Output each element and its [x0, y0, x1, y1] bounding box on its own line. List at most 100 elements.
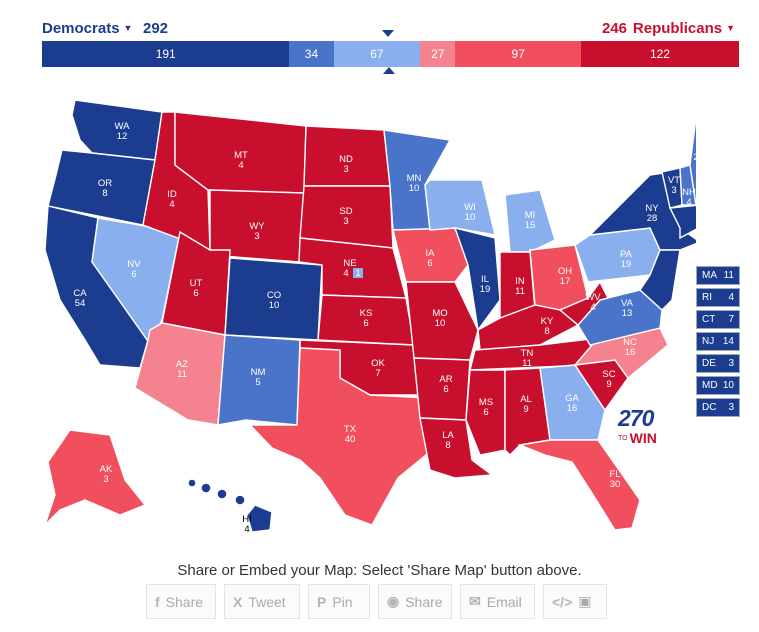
label-pa: PA 19: [620, 249, 633, 270]
x-icon: X: [233, 593, 243, 610]
label-wv: WV 4: [585, 292, 601, 313]
label-ms: MS 6: [479, 397, 493, 418]
state-ak[interactable]: [44, 429, 147, 526]
small-state-de[interactable]: DE 3: [696, 354, 740, 373]
bar-segment-likely-dem: 34: [289, 41, 334, 67]
small-state-dc[interactable]: DC 3: [696, 398, 740, 417]
label-ny: NY 28: [645, 203, 659, 224]
caret-down-icon: ▼: [123, 23, 133, 33]
republicans-dropdown[interactable]: Republicans ▼: [633, 20, 739, 37]
state-wi[interactable]: [424, 179, 496, 236]
label-ky: KY 8: [541, 316, 554, 337]
label-al: AL 9: [520, 394, 532, 415]
label-nh: NH 4: [682, 187, 696, 208]
pinterest-icon: P: [317, 593, 327, 610]
pin-button[interactable]: P Pin: [308, 584, 370, 619]
state-ms[interactable]: [465, 369, 506, 456]
label-hi: HI 4: [242, 514, 252, 535]
state-ma-ct-ri[interactable]: [668, 204, 696, 240]
label-in: IN 11: [515, 276, 525, 297]
state-nm[interactable]: [217, 334, 301, 426]
state-wv[interactable]: [558, 280, 610, 326]
reddit-share-button[interactable]: ◉ Share: [378, 584, 452, 619]
state-ga[interactable]: [539, 364, 606, 441]
label-sd: SD 3: [339, 206, 352, 227]
state-pa[interactable]: [574, 227, 661, 283]
label-ia: IA 6: [426, 248, 436, 269]
small-state-ma[interactable]: MA 11: [696, 266, 740, 285]
state-nh[interactable]: [679, 164, 696, 206]
embed-button[interactable]: </> ▣: [543, 584, 607, 619]
bar-segment-safe-rep: 122: [580, 41, 740, 67]
label-ak: AK 3: [100, 464, 113, 485]
bar-segment-lean-rep: 27: [420, 41, 456, 67]
electoral-vote-bar: 191 34 67 27 97 122: [42, 41, 740, 67]
republicans-total: 246: [601, 20, 627, 37]
label-ga: GA 16: [565, 393, 579, 414]
270towin-logo[interactable]: 270 TO WIN: [618, 407, 662, 448]
logo-to: TO: [618, 435, 628, 442]
facebook-share-button[interactable]: f Share: [146, 584, 216, 619]
label-nv: NV 6: [127, 259, 141, 280]
share-buttons: f Share X Tweet P Pin ◉ Share ✉ Email </> ▣: [146, 584, 607, 619]
label-vt: VT 3: [668, 175, 680, 196]
state-mi[interactable]: [504, 189, 556, 253]
small-state-nj[interactable]: NJ 14: [696, 332, 740, 351]
small-state-md[interactable]: MD 10: [696, 376, 740, 395]
ne-district-box[interactable]: [353, 268, 363, 278]
state-me[interactable]: [689, 116, 696, 207]
label-nm: NM 5: [251, 367, 266, 388]
label-ne: NE 4: [343, 258, 356, 279]
share-instructions: Share or Embed your Map: Select 'Share M…: [177, 562, 582, 579]
label-co: CO 10: [267, 290, 281, 311]
bar-segment-likely-rep: 97: [455, 41, 581, 67]
democrats-dropdown[interactable]: Democrats ▼: [42, 20, 136, 37]
state-hi[interactable]: [187, 478, 273, 533]
reddit-icon: ◉: [387, 593, 400, 609]
state-mo[interactable]: [405, 281, 479, 361]
bar-segment-safe-dem: 191: [42, 41, 290, 67]
label-mt: MT 4: [234, 150, 248, 171]
label-oh: OH 17: [558, 266, 572, 287]
democrats-total: 292: [143, 20, 169, 37]
label-ks: KS 6: [360, 308, 373, 329]
us-electoral-map: WA 12 OR 8 CA 54 NV 6 ID 4 MT 4 WY 3 UT 6 AZ 11 C…: [44, 99, 696, 535]
bar-segment-lean-dem: 67: [333, 41, 421, 67]
facebook-icon: f: [155, 593, 160, 610]
label-mn: MN 10: [407, 173, 422, 194]
label-tx: TX 40: [344, 424, 357, 445]
label-va: VA 13: [621, 298, 634, 319]
label-ne-district: 1: [355, 268, 360, 279]
small-state-ri[interactable]: RI 4: [696, 288, 740, 307]
email-button[interactable]: ✉ Email: [460, 584, 535, 619]
label-il: IL 19: [480, 274, 491, 295]
label-wi: WI 10: [464, 202, 476, 223]
label-wy: WY 3: [249, 221, 265, 242]
email-icon: ✉: [469, 593, 481, 609]
label-ca: CA 54: [73, 288, 87, 309]
label-mi: MI 15: [525, 210, 536, 231]
label-ut: UT 6: [190, 278, 203, 299]
label-la: LA 8: [442, 430, 454, 451]
small-states-list: MA 11 RI 4 CT 7 NJ 14 DE 3 MD 10 DC 3: [696, 266, 740, 420]
midpoint-marker-icon: [382, 30, 394, 37]
state-nj-md-de[interactable]: [639, 249, 681, 311]
label-az: AZ 11: [176, 359, 188, 380]
label-ar: AR 6: [439, 374, 452, 395]
republicans-label: Republicans: [632, 20, 723, 37]
small-state-ct[interactable]: CT 7: [696, 310, 740, 329]
label-me-d: 2: [693, 152, 696, 163]
label-sc: SC 9: [602, 369, 615, 390]
label-or: OR 8: [98, 178, 112, 199]
state-tx[interactable]: [248, 347, 433, 526]
label-fl: FL 30: [609, 469, 620, 490]
state-ar[interactable]: [413, 357, 471, 421]
state-az[interactable]: [134, 322, 226, 426]
state-fl[interactable]: [517, 439, 641, 531]
label-wa: WA 12: [115, 121, 131, 142]
label-ok: OK 7: [371, 358, 385, 379]
label-mo: MO 10: [432, 308, 447, 329]
tweet-button[interactable]: X Tweet: [224, 584, 300, 619]
state-il[interactable]: [453, 227, 501, 332]
label-nc: NC 16: [623, 337, 637, 358]
